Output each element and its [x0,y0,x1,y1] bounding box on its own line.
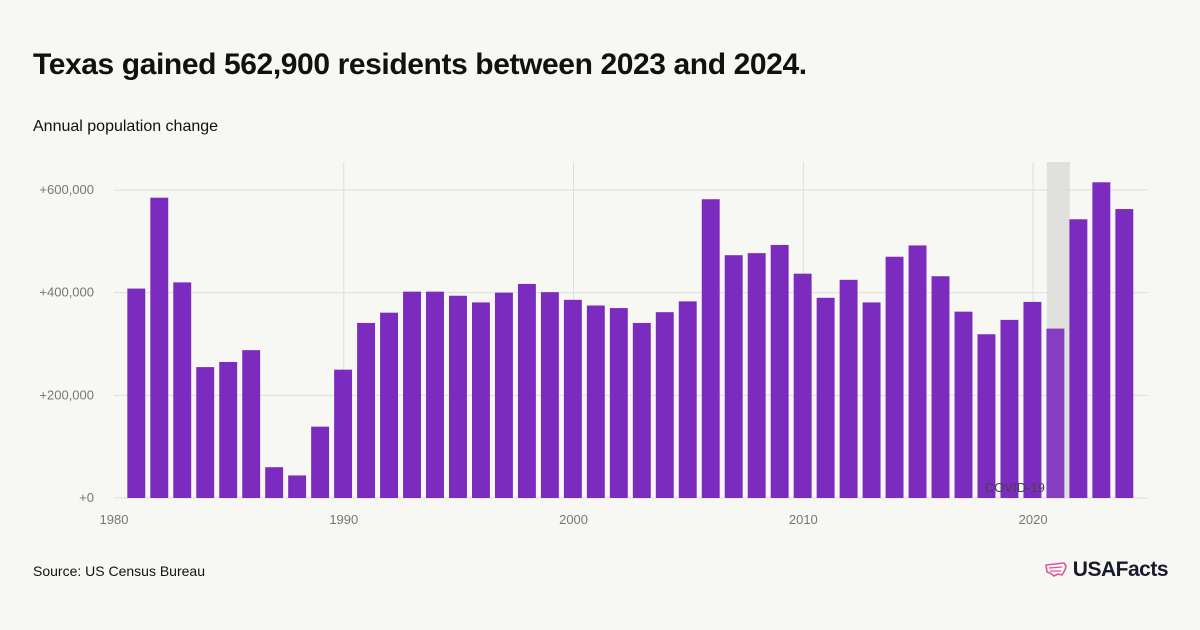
bar-1994 [426,291,444,498]
y-tick-label: +400,000 [39,285,94,300]
source-note: Source: US Census Bureau [33,563,205,579]
bar-2000 [563,299,582,498]
bar-1997 [494,292,513,498]
usafacts-logo: USAFacts [1044,558,1169,582]
x-tick-label: 2000 [559,512,588,527]
bar-1985 [219,361,238,498]
bar-2017 [954,311,973,498]
bar-2006 [701,199,720,499]
y-tick-label: +600,000 [39,182,94,197]
bar-1990 [334,369,353,498]
us-map-icon [1044,561,1067,577]
bar-2001 [586,305,605,498]
bar-1989 [311,426,330,498]
bar-2024 [1115,209,1134,498]
bar-2014 [885,256,904,498]
bar-1999 [540,292,559,498]
bar-1988 [288,475,307,498]
bar-2011 [816,297,835,498]
chart-title: Texas gained 562,900 residents between 2… [33,48,807,81]
bar-chart: COVID-19 +0 +200,000 +400,000 +600,000 1980 19… [39,162,1148,527]
chart-area: COVID-19 +0 +200,000 +400,000 +600,000 1980 19… [0,150,1200,540]
bar-1996 [471,302,490,498]
bar-1986 [242,350,261,498]
bar-1992 [380,312,399,498]
bar-1984 [196,367,215,498]
bar-2021 [1046,328,1065,498]
bar-1983 [173,282,192,498]
bar-2007 [724,255,743,498]
bar-1982 [150,197,169,498]
bar-1998 [517,283,536,498]
y-tick-label: +0 [79,490,94,505]
bar-2005 [678,301,697,498]
bar-2018 [977,334,996,498]
bar-2020 [1023,301,1042,498]
bar-2004 [655,312,674,498]
bar-2009 [770,244,789,498]
bar-1981 [127,288,146,498]
bar-2015 [908,245,927,498]
logo-text: USAFacts [1072,558,1169,581]
bar-2003 [632,322,651,498]
bar-1987 [265,467,284,498]
x-tick-label: 1980 [100,512,129,527]
bar-2013 [862,302,881,498]
bar-1993 [403,291,421,498]
x-tick-label: 2010 [789,512,818,527]
bar-2016 [931,276,950,498]
y-tick-label: +200,000 [39,387,94,402]
x-tick-label: 1990 [329,512,358,527]
bar-2019 [1000,319,1019,498]
chart-subtitle: Annual population change [33,118,219,135]
bar-2010 [793,273,812,498]
bar-2022 [1069,219,1088,498]
bar-1991 [357,322,376,498]
x-tick-label: 2020 [1019,512,1048,527]
bar-2023 [1092,182,1111,499]
bar-2012 [839,279,858,498]
bar-1995 [449,295,467,498]
bar-2002 [609,308,628,498]
covid-label: COVID-19 [985,480,1045,495]
bar-2008 [747,253,766,498]
